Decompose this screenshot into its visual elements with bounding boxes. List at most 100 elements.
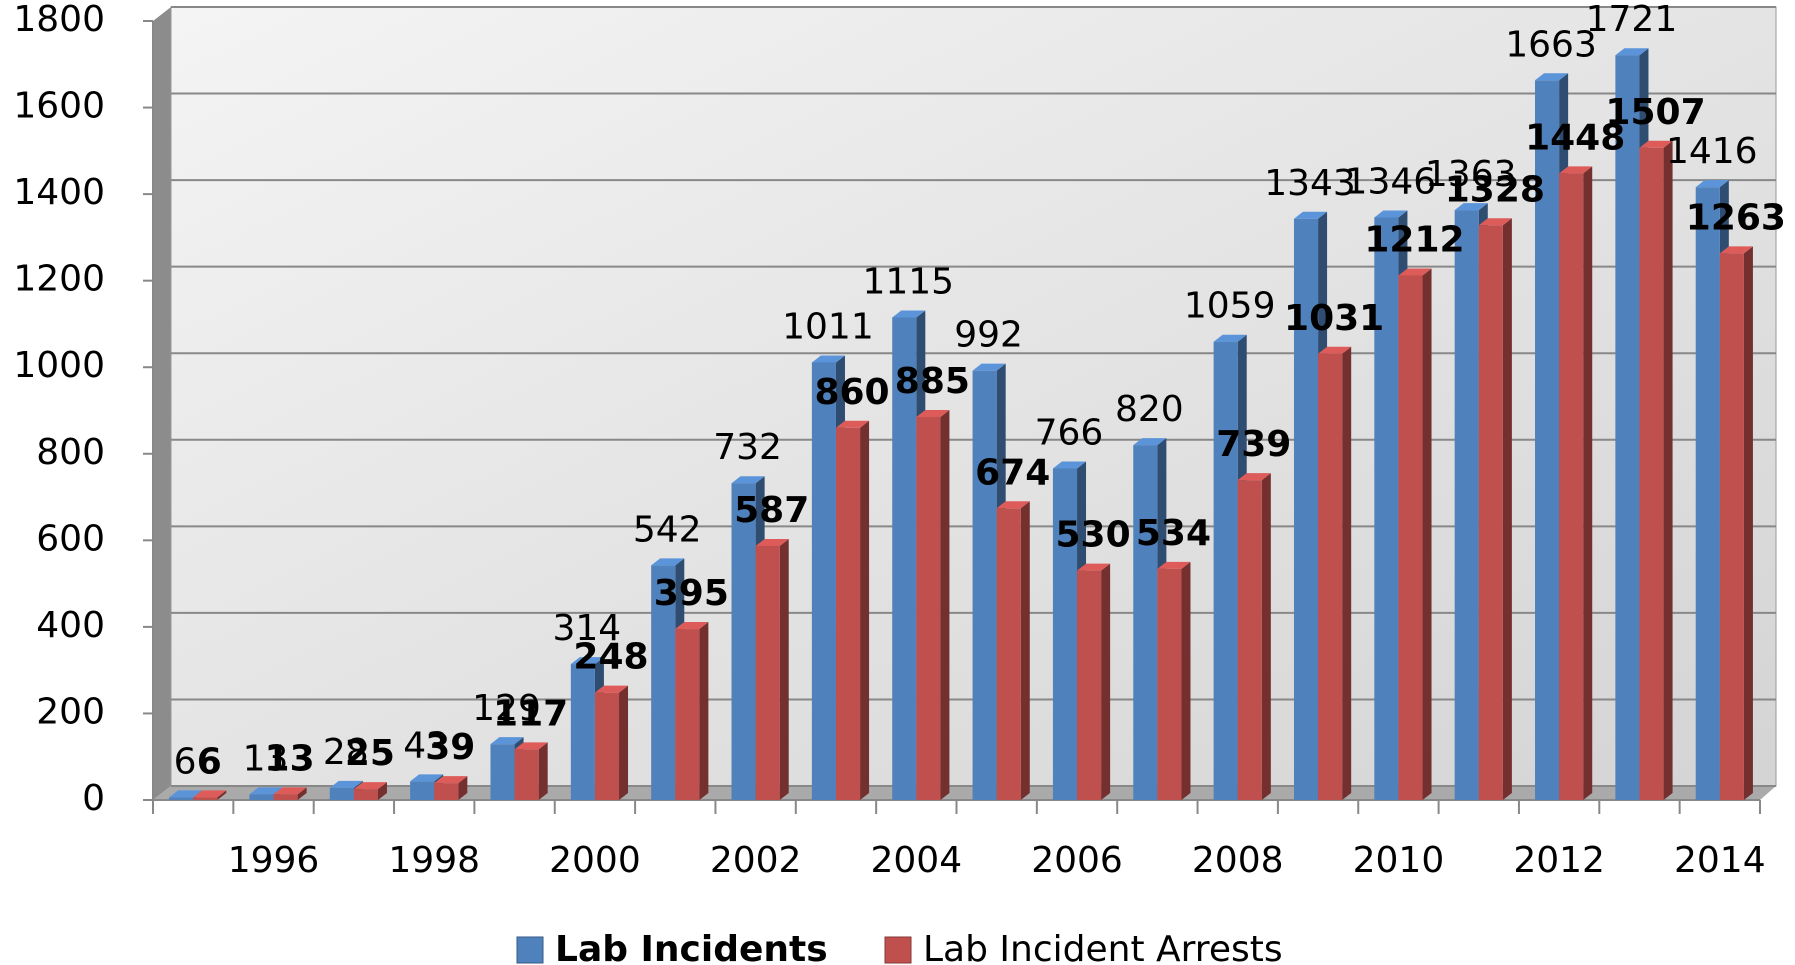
bar-top bbox=[434, 776, 468, 784]
y-tick-label: 1400 bbox=[13, 172, 105, 213]
bar-side bbox=[1020, 501, 1030, 800]
bar bbox=[1615, 55, 1640, 800]
bar-top bbox=[169, 790, 203, 798]
bar bbox=[1318, 353, 1343, 800]
bar-top bbox=[1695, 180, 1729, 188]
bar-top bbox=[1133, 438, 1167, 446]
bar-side bbox=[377, 782, 387, 800]
data-label: 1343 bbox=[1264, 163, 1356, 204]
bar-side bbox=[1181, 561, 1191, 800]
data-label: 542 bbox=[633, 509, 702, 550]
x-tick-label: 2006 bbox=[1031, 840, 1123, 881]
y-tick-label: 1200 bbox=[13, 259, 105, 300]
data-label: 117 bbox=[493, 693, 568, 734]
bar-top bbox=[273, 787, 307, 795]
data-label: 314 bbox=[553, 608, 622, 649]
legend-swatch bbox=[884, 936, 912, 964]
data-label: 1346 bbox=[1345, 161, 1437, 202]
y-tick-label: 200 bbox=[36, 691, 105, 732]
y-tick-label: 400 bbox=[36, 605, 105, 646]
bar-top bbox=[249, 787, 283, 795]
bar-top bbox=[972, 363, 1006, 371]
legend-label: Lab Incident Arrests bbox=[923, 929, 1283, 965]
bar bbox=[1052, 468, 1078, 800]
bar bbox=[490, 744, 515, 800]
data-label: 248 bbox=[573, 637, 648, 678]
bar-top bbox=[916, 409, 950, 417]
y-tick-label: 800 bbox=[36, 432, 105, 473]
bar-side bbox=[940, 409, 950, 800]
data-label: 1416 bbox=[1666, 131, 1758, 172]
data-label: 530 bbox=[1055, 515, 1130, 556]
data-label: 732 bbox=[713, 427, 782, 468]
bar-side bbox=[1743, 246, 1753, 800]
data-label: 534 bbox=[1136, 513, 1211, 554]
bar-side bbox=[1502, 218, 1512, 800]
bar-top bbox=[731, 476, 765, 484]
bar-top bbox=[675, 622, 709, 630]
bar bbox=[169, 797, 194, 800]
x-tick-label: 2008 bbox=[1192, 840, 1284, 881]
data-label: 992 bbox=[954, 315, 1023, 356]
legend: Lab Incidents Lab Incident Arrests bbox=[516, 929, 1283, 965]
data-label: 43 bbox=[403, 725, 449, 766]
x-tick-label: 1998 bbox=[388, 840, 480, 881]
bar-side bbox=[779, 538, 789, 800]
bar-top bbox=[1719, 246, 1753, 254]
y-tick-label: 0 bbox=[82, 778, 105, 819]
bar bbox=[1293, 218, 1319, 801]
bar-top bbox=[1077, 563, 1111, 571]
bar-top bbox=[594, 685, 629, 693]
legend-label: Lab Incidents bbox=[555, 929, 828, 965]
x-tick-label: 2012 bbox=[1513, 840, 1605, 881]
bar-top bbox=[329, 780, 363, 788]
bar bbox=[972, 370, 997, 800]
data-label: 587 bbox=[734, 490, 809, 531]
bar bbox=[1719, 253, 1744, 800]
bar-side bbox=[217, 790, 227, 800]
bar-side bbox=[1583, 166, 1593, 801]
bar bbox=[353, 789, 378, 800]
bar bbox=[249, 794, 274, 800]
data-label: 1721 bbox=[1586, 0, 1678, 40]
bar-top bbox=[1559, 166, 1593, 174]
bar bbox=[514, 749, 539, 800]
bar bbox=[996, 508, 1021, 800]
bar bbox=[811, 362, 836, 800]
bar-top bbox=[1318, 346, 1352, 354]
bar-top bbox=[514, 742, 548, 750]
bar bbox=[651, 565, 676, 800]
bar-top bbox=[1615, 48, 1649, 56]
bar-top bbox=[1639, 140, 1673, 148]
bar-top bbox=[353, 782, 387, 790]
data-label: 766 bbox=[1035, 412, 1104, 453]
data-label: 739 bbox=[1216, 424, 1291, 465]
bar bbox=[273, 794, 298, 800]
bar-top bbox=[1213, 334, 1247, 342]
bar-top bbox=[835, 420, 870, 428]
data-label: 1011 bbox=[782, 306, 874, 347]
bar-top bbox=[1052, 461, 1087, 469]
data-label: 1507 bbox=[1605, 92, 1705, 133]
bar-top bbox=[193, 790, 227, 798]
bar bbox=[1237, 480, 1262, 800]
bar bbox=[410, 781, 435, 800]
data-label: 1663 bbox=[1505, 24, 1597, 65]
x-tick-label: 2000 bbox=[549, 840, 641, 881]
bar-top bbox=[996, 501, 1030, 509]
bar-side bbox=[699, 622, 709, 800]
y-tick-label: 1000 bbox=[13, 345, 105, 386]
bar-side bbox=[619, 685, 629, 800]
bar-side bbox=[458, 776, 468, 800]
bar-top bbox=[892, 310, 926, 318]
bar bbox=[1133, 445, 1158, 800]
bar bbox=[1695, 187, 1720, 801]
bar bbox=[892, 317, 917, 800]
data-label: 13 bbox=[243, 738, 289, 779]
data-label: 13 bbox=[265, 738, 315, 779]
data-label: 6 bbox=[197, 741, 222, 782]
bar bbox=[434, 783, 459, 800]
side-wall bbox=[153, 7, 171, 800]
legend-swatch bbox=[516, 936, 544, 964]
